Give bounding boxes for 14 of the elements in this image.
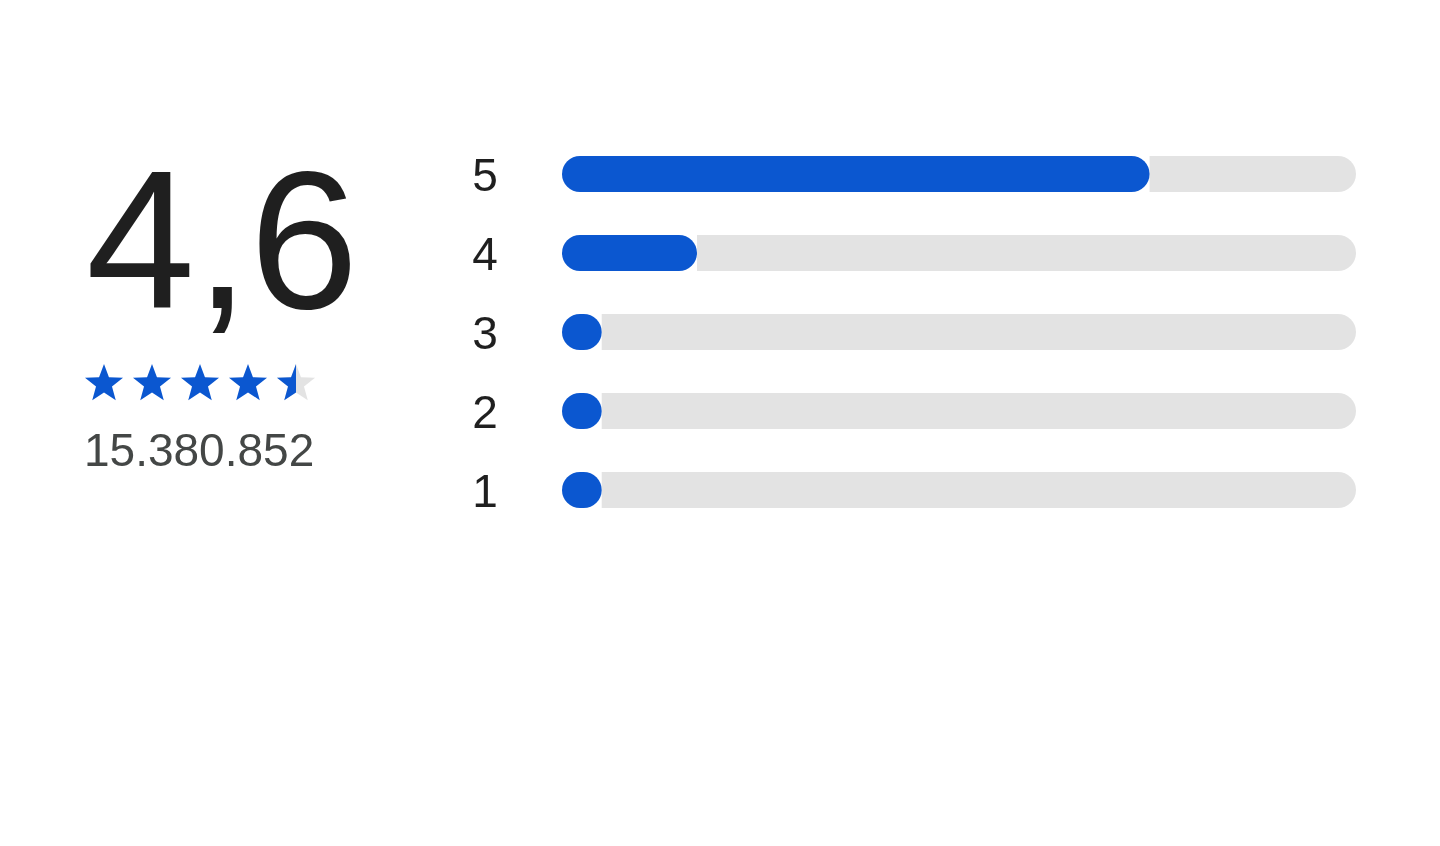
bar [1149,156,1356,192]
y-tick-label: 3 [472,306,498,359]
bar [601,314,1356,350]
y-tick-label: 5 [472,148,498,201]
bar [601,472,1356,508]
bar [601,393,1356,429]
y-tick-label: 2 [472,385,498,438]
text: 15.380.852 [84,424,315,476]
bar [562,156,1150,192]
bar [696,235,1356,271]
chart-title: 4,6 [86,131,359,350]
y-tick-label: 4 [472,227,498,280]
y-tick-label: 1 [472,464,498,517]
bar [562,235,697,271]
